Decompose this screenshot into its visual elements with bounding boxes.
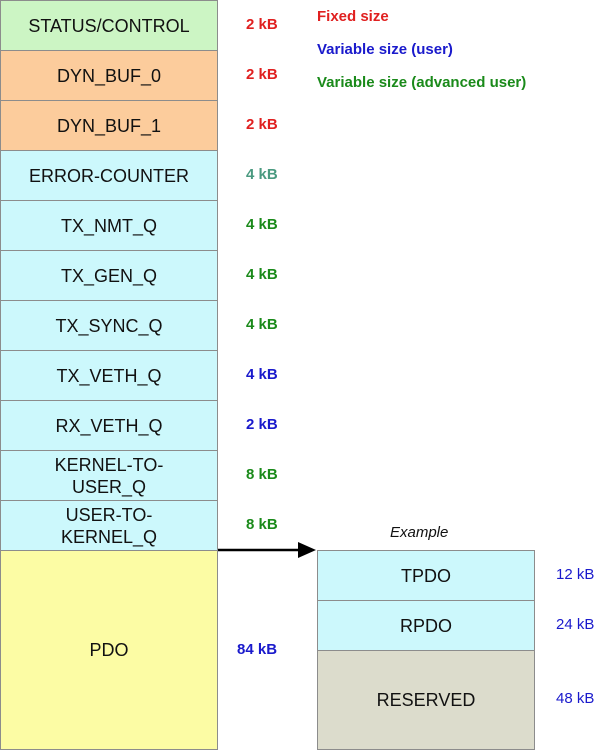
size-reserved: 48 kB — [556, 690, 595, 707]
block-dyn-buf-1: DYN_BUF_1 — [0, 100, 218, 151]
size-kernel-to-user-q: 8 kB — [246, 466, 278, 483]
size-tpdo: 12 kB — [556, 566, 595, 583]
size-user-to-kernel-q: 8 kB — [246, 516, 278, 533]
size-rx-veth-q: 2 kB — [246, 416, 278, 433]
block-rpdo: RPDO — [317, 600, 535, 651]
size-pdo: 84 kB — [237, 641, 278, 658]
block-user-to-kernel-q: USER-TO- KERNEL_Q — [0, 500, 218, 551]
size-tx-veth-q: 4 kB — [246, 366, 278, 383]
size-dyn-buf-0: 2 kB — [246, 66, 278, 83]
block-tpdo: TPDO — [317, 550, 535, 601]
size-tx-nmt-q: 4 kB — [246, 216, 278, 233]
size-tx-sync-q: 4 kB — [246, 316, 278, 333]
size-rpdo: 24 kB — [556, 616, 595, 633]
legend-variable-user: Variable size (user) — [317, 41, 453, 58]
block-kernel-to-user-q: KERNEL-TO- USER_Q — [0, 450, 218, 501]
block-tx-veth-q: TX_VETH_Q — [0, 350, 218, 401]
block-pdo: PDO — [0, 550, 218, 750]
size-status-control: 2 kB — [246, 16, 278, 33]
block-error-counter: ERROR-COUNTER — [0, 150, 218, 201]
block-reserved: RESERVED — [317, 650, 535, 750]
block-status-control: STATUS/CONTROL — [0, 0, 218, 51]
block-tx-sync-q: TX_SYNC_Q — [0, 300, 218, 351]
size-tx-gen-q: 4 kB — [246, 266, 278, 283]
size-error-counter: 4 kB — [246, 166, 278, 183]
legend-variable-advanced: Variable size (advanced user) — [317, 74, 527, 91]
size-dyn-buf-1: 2 kB — [246, 116, 278, 133]
block-tx-gen-q: TX_GEN_Q — [0, 250, 218, 301]
legend-fixed-size: Fixed size — [317, 8, 389, 25]
example-title: Example — [390, 524, 449, 541]
block-tx-nmt-q: TX_NMT_Q — [0, 200, 218, 251]
